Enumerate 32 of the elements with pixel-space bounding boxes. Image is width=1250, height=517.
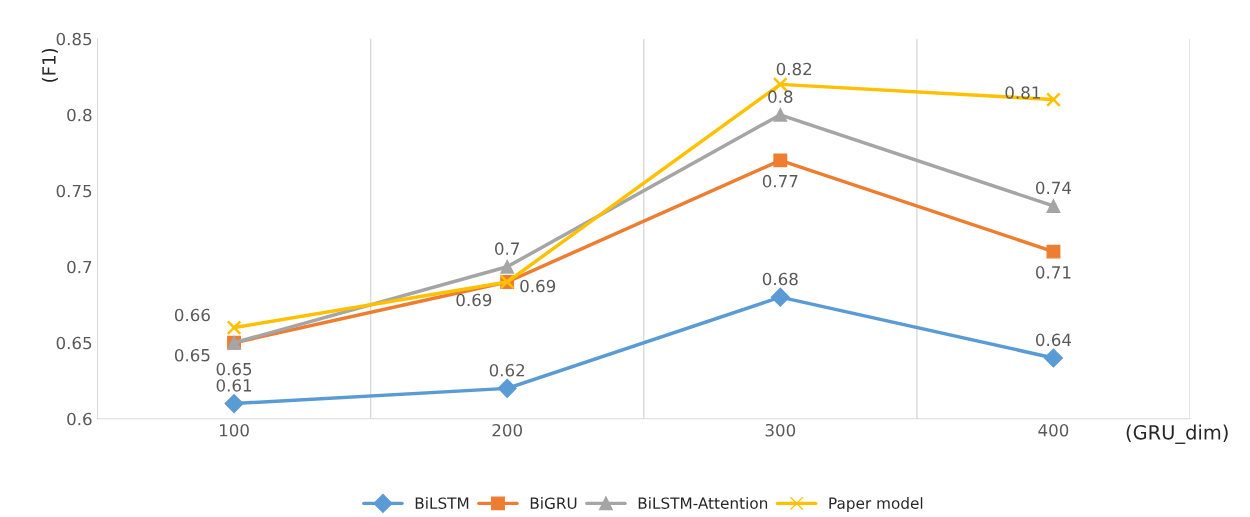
data-label: 0.74 (1035, 181, 1072, 195)
x-axis-title: (GRU_dim) (1126, 424, 1228, 444)
y-tick-label: 0.65 (56, 336, 92, 350)
x-tick-label: 300 (765, 423, 796, 437)
data-label: 0.68 (762, 272, 798, 286)
y-tick-label: 0.8 (67, 108, 92, 122)
legend-label: BiLSTM-Attention (638, 497, 768, 509)
y-tick-label: 0.6 (67, 412, 92, 426)
y-tick-label: 0.7 (67, 260, 92, 274)
data-label: 0.71 (1035, 266, 1071, 279)
data-label: 0.62 (489, 363, 525, 377)
data-label: 0.82 (776, 62, 812, 76)
x-tick-label: 200 (492, 423, 522, 437)
data-label: 0.66 (174, 308, 210, 322)
data-label: 0.61 (216, 379, 252, 392)
data-label: 0.65 (216, 362, 252, 376)
data-label: 0.7 (495, 242, 520, 255)
y-tick-label: 0.75 (56, 184, 92, 198)
x-tick-label: 100 (219, 423, 249, 437)
data-label: 0.69 (456, 293, 492, 307)
y-axis-title: (F1) (41, 48, 58, 82)
legend-label: BiGRU (530, 497, 577, 509)
data-label: 0.8 (768, 90, 793, 103)
data-label: 0.69 (520, 279, 556, 293)
legend-label: BiLSTM (415, 497, 469, 509)
data-label: 0.81 (1005, 86, 1040, 99)
y-tick-label: 0.85 (56, 32, 92, 46)
x-tick-label: 400 (1038, 423, 1069, 437)
data-label: 0.64 (1035, 333, 1072, 347)
data-label: 0.65 (174, 348, 210, 362)
data-label: 0.77 (762, 174, 798, 188)
legend-label: Paper model (829, 497, 923, 512)
